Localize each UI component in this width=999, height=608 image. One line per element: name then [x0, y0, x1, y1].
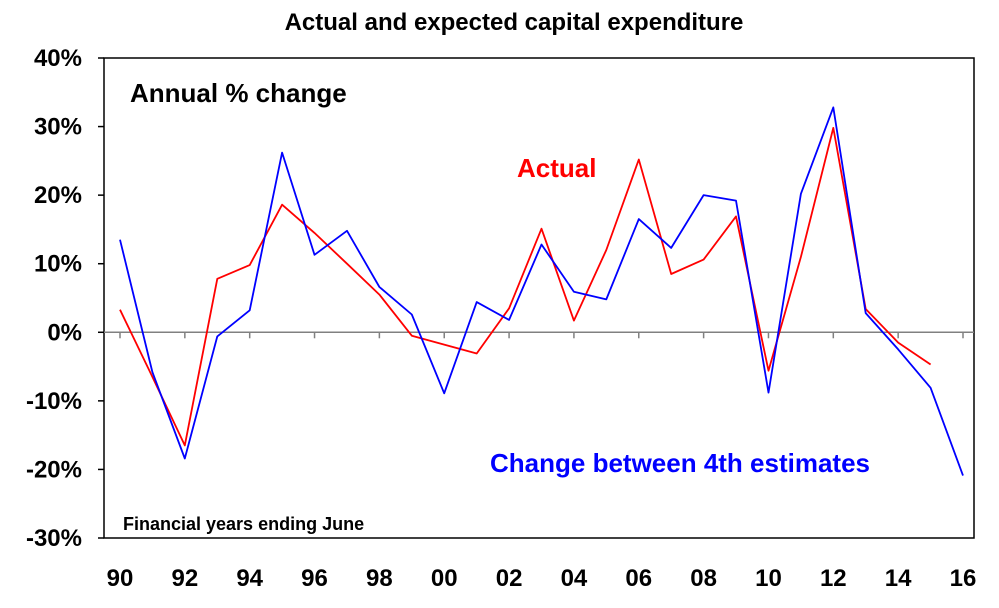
series-lines — [119, 106, 964, 476]
x-tick-label: 16 — [950, 565, 977, 592]
y-tick-label: -10% — [26, 388, 82, 415]
chart-title: Actual and expected capital expenditure — [285, 9, 744, 36]
x-tick-label: 96 — [301, 565, 328, 592]
y-tick-label: 0% — [47, 319, 82, 346]
fourth-estimates-series-line — [119, 106, 964, 476]
x-tick-label: 12 — [820, 565, 847, 592]
x-tick-label: 06 — [625, 565, 652, 592]
plot-frame — [103, 57, 975, 539]
y-tick-label: 10% — [34, 251, 82, 278]
units-annotation: Annual % change — [130, 78, 347, 108]
x-axis-ticks: 90 92 94 96 98 00 02 04 06 08 10 12 14 16 — [107, 332, 977, 592]
y-tick-label: -30% — [26, 525, 82, 552]
x-tick-label: 02 — [496, 565, 523, 592]
x-tick-label: 10 — [755, 565, 782, 592]
x-tick-label: 94 — [236, 565, 263, 592]
x-tick-label: 00 — [431, 565, 458, 592]
actual-series-line — [119, 127, 932, 447]
y-axis-ticks: 40% 30% 20% 10% 0% -10% -20% -30% — [26, 45, 104, 552]
y-tick-label: -20% — [26, 456, 82, 483]
x-tick-label: 98 — [366, 565, 393, 592]
actual-series-label: Actual — [517, 153, 596, 183]
x-tick-label: 08 — [690, 565, 717, 592]
y-tick-label: 20% — [34, 182, 82, 209]
x-tick-label: 14 — [885, 565, 912, 592]
x-tick-label: 92 — [171, 565, 198, 592]
x-tick-label: 90 — [107, 565, 134, 592]
fourth-estimates-series-label: Change between 4th estimates — [490, 448, 870, 478]
y-tick-label: 30% — [34, 114, 82, 141]
y-tick-label: 40% — [34, 45, 82, 72]
footnote-annotation: Financial years ending June — [123, 514, 364, 534]
x-tick-label: 04 — [561, 565, 588, 592]
